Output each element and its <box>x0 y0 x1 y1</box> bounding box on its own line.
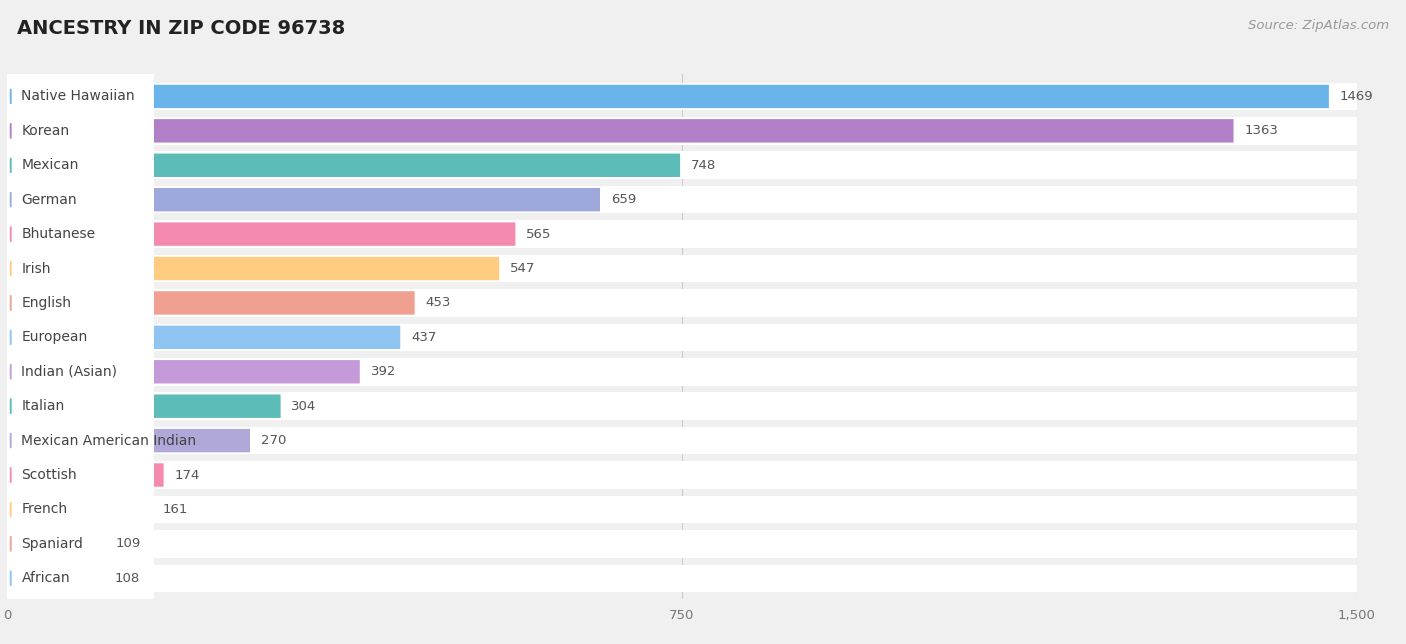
Text: 437: 437 <box>411 331 436 344</box>
FancyBboxPatch shape <box>6 260 153 484</box>
Text: Irish: Irish <box>21 261 51 276</box>
FancyBboxPatch shape <box>7 153 681 177</box>
FancyBboxPatch shape <box>7 257 499 280</box>
FancyBboxPatch shape <box>7 323 1357 351</box>
FancyBboxPatch shape <box>7 186 1357 213</box>
Text: ANCESTRY IN ZIP CODE 96738: ANCESTRY IN ZIP CODE 96738 <box>17 19 344 39</box>
FancyBboxPatch shape <box>6 191 153 415</box>
Text: Indian (Asian): Indian (Asian) <box>21 365 118 379</box>
FancyBboxPatch shape <box>6 397 153 622</box>
Text: 453: 453 <box>426 296 451 309</box>
FancyBboxPatch shape <box>7 220 1357 248</box>
FancyBboxPatch shape <box>7 567 104 590</box>
Text: 659: 659 <box>610 193 636 206</box>
FancyBboxPatch shape <box>7 463 163 487</box>
FancyBboxPatch shape <box>6 19 153 243</box>
Text: 161: 161 <box>163 503 188 516</box>
FancyBboxPatch shape <box>7 289 1357 317</box>
FancyBboxPatch shape <box>7 427 1357 455</box>
FancyBboxPatch shape <box>6 0 153 209</box>
FancyBboxPatch shape <box>7 291 415 315</box>
Text: 748: 748 <box>690 159 716 172</box>
FancyBboxPatch shape <box>7 117 1357 145</box>
FancyBboxPatch shape <box>6 431 153 644</box>
Text: French: French <box>21 502 67 516</box>
Text: 174: 174 <box>174 469 200 482</box>
Text: Mexican American Indian: Mexican American Indian <box>21 433 197 448</box>
FancyBboxPatch shape <box>6 156 153 381</box>
FancyBboxPatch shape <box>6 88 153 312</box>
Text: Source: ZipAtlas.com: Source: ZipAtlas.com <box>1249 19 1389 32</box>
FancyBboxPatch shape <box>6 328 153 553</box>
FancyBboxPatch shape <box>7 326 401 349</box>
FancyBboxPatch shape <box>7 222 516 246</box>
FancyBboxPatch shape <box>7 496 1357 523</box>
FancyBboxPatch shape <box>7 360 360 383</box>
Text: 108: 108 <box>115 572 141 585</box>
FancyBboxPatch shape <box>7 395 281 418</box>
FancyBboxPatch shape <box>7 532 105 556</box>
Text: Bhutanese: Bhutanese <box>21 227 96 241</box>
Text: 109: 109 <box>115 537 141 551</box>
Text: 1469: 1469 <box>1340 90 1374 103</box>
Text: Scottish: Scottish <box>21 468 77 482</box>
FancyBboxPatch shape <box>7 498 152 521</box>
Text: Native Hawaiian: Native Hawaiian <box>21 90 135 104</box>
Text: 565: 565 <box>526 227 551 241</box>
Text: Mexican: Mexican <box>21 158 79 172</box>
FancyBboxPatch shape <box>7 392 1357 420</box>
FancyBboxPatch shape <box>7 358 1357 386</box>
FancyBboxPatch shape <box>6 363 153 587</box>
Text: African: African <box>21 571 70 585</box>
FancyBboxPatch shape <box>7 255 1357 282</box>
FancyBboxPatch shape <box>7 151 1357 179</box>
FancyBboxPatch shape <box>7 429 250 452</box>
FancyBboxPatch shape <box>6 466 153 644</box>
Text: European: European <box>21 330 87 345</box>
FancyBboxPatch shape <box>7 530 1357 558</box>
FancyBboxPatch shape <box>7 85 1329 108</box>
Text: English: English <box>21 296 72 310</box>
FancyBboxPatch shape <box>7 82 1357 110</box>
FancyBboxPatch shape <box>6 225 153 450</box>
FancyBboxPatch shape <box>7 119 1233 142</box>
FancyBboxPatch shape <box>6 53 153 278</box>
Text: 304: 304 <box>291 400 316 413</box>
Text: 1363: 1363 <box>1244 124 1278 137</box>
Text: 392: 392 <box>371 365 396 378</box>
Text: Italian: Italian <box>21 399 65 413</box>
FancyBboxPatch shape <box>6 122 153 346</box>
Text: Spaniard: Spaniard <box>21 537 83 551</box>
FancyBboxPatch shape <box>7 461 1357 489</box>
FancyBboxPatch shape <box>6 294 153 518</box>
FancyBboxPatch shape <box>7 188 600 211</box>
Text: 270: 270 <box>260 434 287 447</box>
Text: German: German <box>21 193 77 207</box>
FancyBboxPatch shape <box>7 565 1357 592</box>
Text: 547: 547 <box>510 262 536 275</box>
Text: Korean: Korean <box>21 124 69 138</box>
